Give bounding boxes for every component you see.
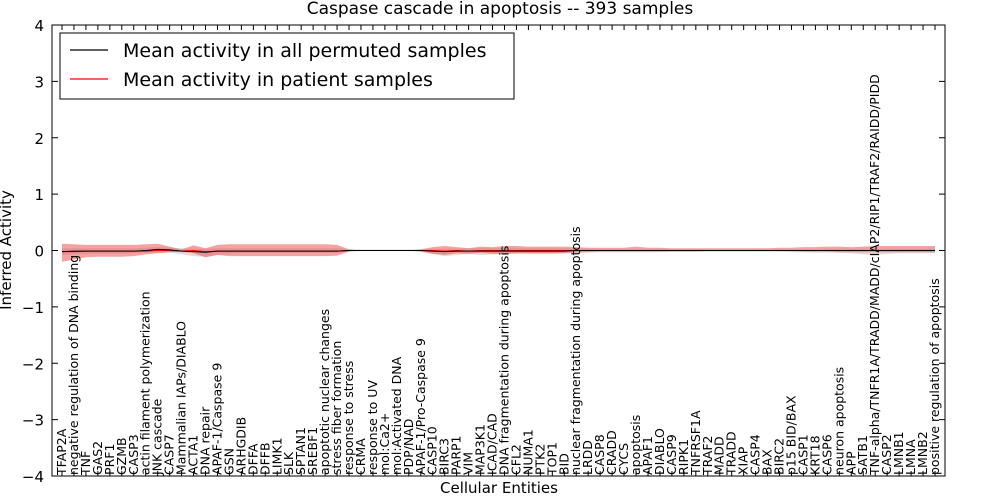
- x-tick-label: LRDD: [580, 440, 595, 475]
- legend: Mean activity in all permuted samples Me…: [59, 32, 515, 100]
- x-tick-label: TNF-alpha/TNFR1A/TRADD/MADD/cIAP2/RIP1/T…: [867, 74, 882, 476]
- x-tick-label: DNA repair: [198, 406, 213, 475]
- x-tick-label: MAP3K1: [473, 424, 488, 475]
- x-tick-label: CASP7: [162, 434, 177, 475]
- x-tick-label: CASP8: [592, 434, 607, 475]
- x-tick-label: CASP6: [819, 434, 834, 475]
- y-tick-label: −1: [22, 299, 44, 317]
- x-tick-label: DNA fragmentation during apoptosis: [497, 246, 512, 475]
- x-tick-label: apoptotic nuclear changes: [317, 309, 332, 475]
- x-tick-label: p15 BID/BAX: [784, 395, 799, 475]
- x-tick-label: BAX: [760, 449, 775, 475]
- x-tick-label: CASP9: [664, 434, 679, 475]
- x-tick-label: negative regulation of DNA binding: [66, 255, 81, 475]
- legend-label-patient: Mean activity in patient samples: [123, 69, 433, 91]
- x-tick-label: APAF-1/Caspase 9: [210, 363, 225, 475]
- x-tick-label: PTK2: [532, 444, 547, 475]
- x-tick-label: SPTAN1: [293, 427, 308, 475]
- x-tick-label: APP: [843, 451, 858, 475]
- y-tick-label: 0: [34, 243, 44, 261]
- x-tick-label: SREBF1: [305, 427, 320, 475]
- x-tick-label: LMNA: [903, 439, 918, 475]
- x-tick-label: TNFRSF1A: [688, 410, 703, 476]
- x-tick-label: neuron apoptosis: [831, 367, 846, 475]
- x-tick-label: GSN: [221, 448, 236, 475]
- x-tick-label: VIM: [461, 452, 476, 475]
- y-axis-label: Inferred Activity: [0, 190, 15, 310]
- legend-box: [59, 32, 515, 100]
- x-tick-label: PRF1: [102, 444, 117, 475]
- x-tick-label: Mammalian IAPs/DIABLO: [174, 321, 189, 475]
- x-tick-label: TFAP2A: [54, 428, 69, 476]
- x-tick-label: apoptosis: [628, 415, 643, 475]
- x-tick-label: positive regulation of apoptosis: [927, 278, 942, 475]
- x-tick-label: SATB1: [855, 435, 870, 475]
- y-tick-label: −4: [22, 468, 44, 486]
- x-tick-label: CRADD: [604, 430, 619, 475]
- x-tick-label: MADD: [712, 436, 727, 475]
- x-tick-label: CASP4: [748, 434, 763, 475]
- x-tick-label: mol:Ca2+: [377, 413, 392, 475]
- x-tick-label: ACTA1: [186, 435, 201, 475]
- x-tick-label: nuclear fragmentation during apoptosis: [568, 226, 583, 475]
- x-tick-label: CASP10: [425, 426, 440, 475]
- x-tick-label: LMNB1: [891, 431, 906, 475]
- x-tick-label: CFL2: [508, 444, 523, 475]
- x-tick-label: CASP3: [126, 434, 141, 475]
- x-tick-label: RIPK1: [676, 439, 691, 475]
- x-tick-label: PDP/NAD: [401, 419, 416, 475]
- x-tick-label: ARHGDIB: [233, 417, 248, 475]
- x-tick-label: JNK cascade: [150, 398, 165, 476]
- x-tick-label: TRAF2: [700, 436, 715, 477]
- x-tick-label: KRT18: [807, 435, 822, 475]
- x-tick-label: DIABLO: [652, 428, 667, 475]
- x-tick-label: TOP1: [544, 442, 559, 476]
- x-tick-label: TRADD: [724, 431, 739, 476]
- plot-frame: [51, 24, 946, 477]
- x-tick-label: TNF: [78, 451, 93, 476]
- y-tick-label: −2: [22, 355, 44, 373]
- x-tick-label: SLK: [281, 451, 296, 475]
- x-tick-label: BID: [556, 453, 571, 475]
- series-line-permuted: [61, 248, 935, 253]
- y-tick-label: 1: [34, 186, 44, 204]
- x-tick-label: PARP1: [449, 435, 464, 474]
- x-tick-label: GAS2: [90, 441, 105, 475]
- x-tick-label: XIAP: [736, 446, 751, 475]
- x-tick-label: BIRC2: [772, 438, 787, 475]
- x-tick-label: response to stress: [341, 361, 356, 475]
- x-tick-label: APAF1: [640, 436, 655, 475]
- legend-label-permuted: Mean activity in all permuted samples: [123, 40, 486, 62]
- x-tick-label: DFFB: [257, 442, 272, 475]
- x-tick-label: CYCS: [616, 443, 631, 475]
- y-tick-label: 2: [34, 130, 44, 148]
- x-tick-label: actin filament polymerization: [138, 291, 153, 475]
- x-tick-label: CASP1: [796, 434, 811, 475]
- x-tick-label: CASP2: [879, 434, 894, 475]
- x-axis-label: Cellular Entities: [440, 479, 558, 497]
- y-tick-label: −3: [22, 412, 44, 430]
- x-tick-label: APAF-1/Pro-Caspase 9: [413, 338, 428, 475]
- x-tick-label: DFFA: [245, 443, 260, 475]
- x-tick-label: BIRC3: [437, 438, 452, 475]
- x-tick-label: LMNB2: [915, 431, 930, 475]
- x-tick-label: NUMA1: [520, 429, 535, 475]
- x-tick-label: GZMB: [114, 437, 129, 475]
- y-tick-label: 3: [34, 73, 44, 91]
- x-tick-label: response to UV: [365, 380, 380, 475]
- band-patient: [62, 243, 935, 262]
- x-tick-label: mol:Activated DNA: [389, 356, 404, 475]
- chart-title: Caspase cascade in apoptosis -- 393 samp…: [307, 0, 694, 19]
- x-tick-label: stress fiber formation: [329, 341, 344, 475]
- x-tick-label: CRMA: [353, 438, 368, 475]
- y-tick-label: 4: [34, 17, 44, 35]
- x-tick-label: ICAD/CAD: [485, 413, 500, 475]
- x-tick-label: LIMK1: [269, 437, 284, 475]
